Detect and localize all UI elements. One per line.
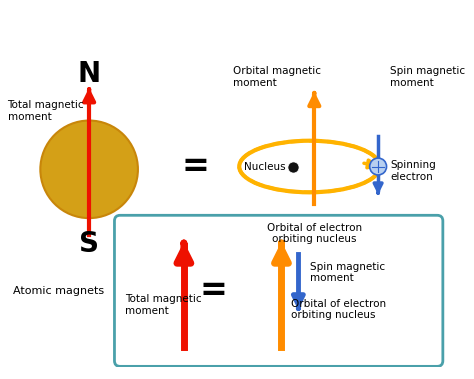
- Text: S: S: [79, 230, 99, 258]
- Text: =: =: [200, 274, 228, 307]
- Text: Spinning
electron: Spinning electron: [390, 160, 436, 182]
- Text: N: N: [78, 60, 100, 88]
- Text: Orbital of electron
orbiting nucleus: Orbital of electron orbiting nucleus: [267, 223, 362, 244]
- Text: Total magnetic
moment: Total magnetic moment: [8, 100, 84, 122]
- Text: Orbital of electron
orbiting nucleus: Orbital of electron orbiting nucleus: [291, 299, 386, 320]
- Text: Spin magnetic
moment: Spin magnetic moment: [390, 66, 465, 88]
- Text: =: =: [181, 150, 209, 183]
- Text: Nucleus: Nucleus: [244, 161, 285, 172]
- Circle shape: [40, 121, 138, 218]
- Text: Orbital magnetic
moment: Orbital magnetic moment: [233, 66, 321, 88]
- Circle shape: [370, 158, 387, 175]
- FancyBboxPatch shape: [114, 215, 443, 366]
- Text: Total magnetic
moment: Total magnetic moment: [125, 294, 201, 316]
- Text: Atomic magnets: Atomic magnets: [13, 286, 104, 296]
- Text: Spin magnetic
moment: Spin magnetic moment: [310, 262, 385, 283]
